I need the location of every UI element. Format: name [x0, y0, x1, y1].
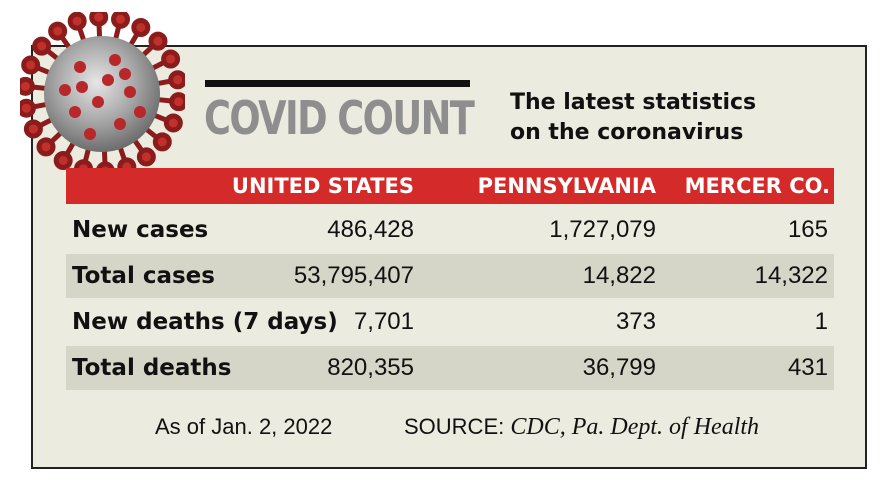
column-header-mercer-county: MERCER CO.	[684, 174, 830, 198]
column-header-united-states: UNITED STATES	[231, 174, 414, 198]
cell-united-states: 820,355	[327, 354, 414, 381]
cell-pennsylvania: 36,799	[582, 354, 656, 381]
row-label: Total deaths	[72, 355, 232, 381]
table-row-total-cases: Total cases 53,795,407 14,822 14,322	[66, 254, 834, 298]
row-label: New cases	[72, 217, 209, 243]
page-title: COVID COUNT	[204, 91, 475, 145]
cell-united-states: 53,795,407	[293, 262, 414, 289]
cell-united-states: 7,701	[353, 308, 414, 335]
table-row-new-cases: New cases 486,428 1,727,079 165	[66, 208, 834, 252]
cell-united-states: 486,428	[327, 216, 414, 243]
cell-pennsylvania: 14,822	[582, 262, 656, 289]
cell-pennsylvania: 1,727,079	[549, 216, 656, 243]
page-subtitle: The latest statistics on the coronavirus	[510, 88, 840, 148]
subtitle-line-2: on the coronavirus	[510, 120, 744, 145]
title-rule	[205, 80, 470, 87]
cell-pennsylvania: 373	[615, 308, 656, 335]
table-header: UNITED STATES PENNSYLVANIA MERCER CO.	[66, 168, 834, 204]
row-label: Total cases	[72, 263, 215, 289]
source-label: SOURCE:	[404, 414, 505, 439]
coronavirus-icon	[20, 12, 185, 177]
source-credit: SOURCE: CDC, Pa. Dept. of Health	[404, 414, 759, 441]
subtitle-line-1: The latest statistics	[510, 90, 757, 115]
cell-mercer-county: 165	[787, 216, 828, 243]
table-row-new-deaths: New deaths (7 days) 7,701 373 1	[66, 300, 834, 344]
cell-mercer-county: 1	[814, 308, 828, 335]
row-label: New deaths (7 days)	[72, 309, 338, 335]
column-header-pennsylvania: PENNSYLVANIA	[477, 174, 656, 198]
cell-mercer-county: 431	[787, 354, 828, 381]
as-of-date: As of Jan. 2, 2022	[155, 414, 333, 439]
cell-mercer-county: 14,322	[754, 262, 828, 289]
source-value: CDC, Pa. Dept. of Health	[510, 414, 760, 440]
table-row-total-deaths: Total deaths 820,355 36,799 431	[66, 346, 834, 390]
